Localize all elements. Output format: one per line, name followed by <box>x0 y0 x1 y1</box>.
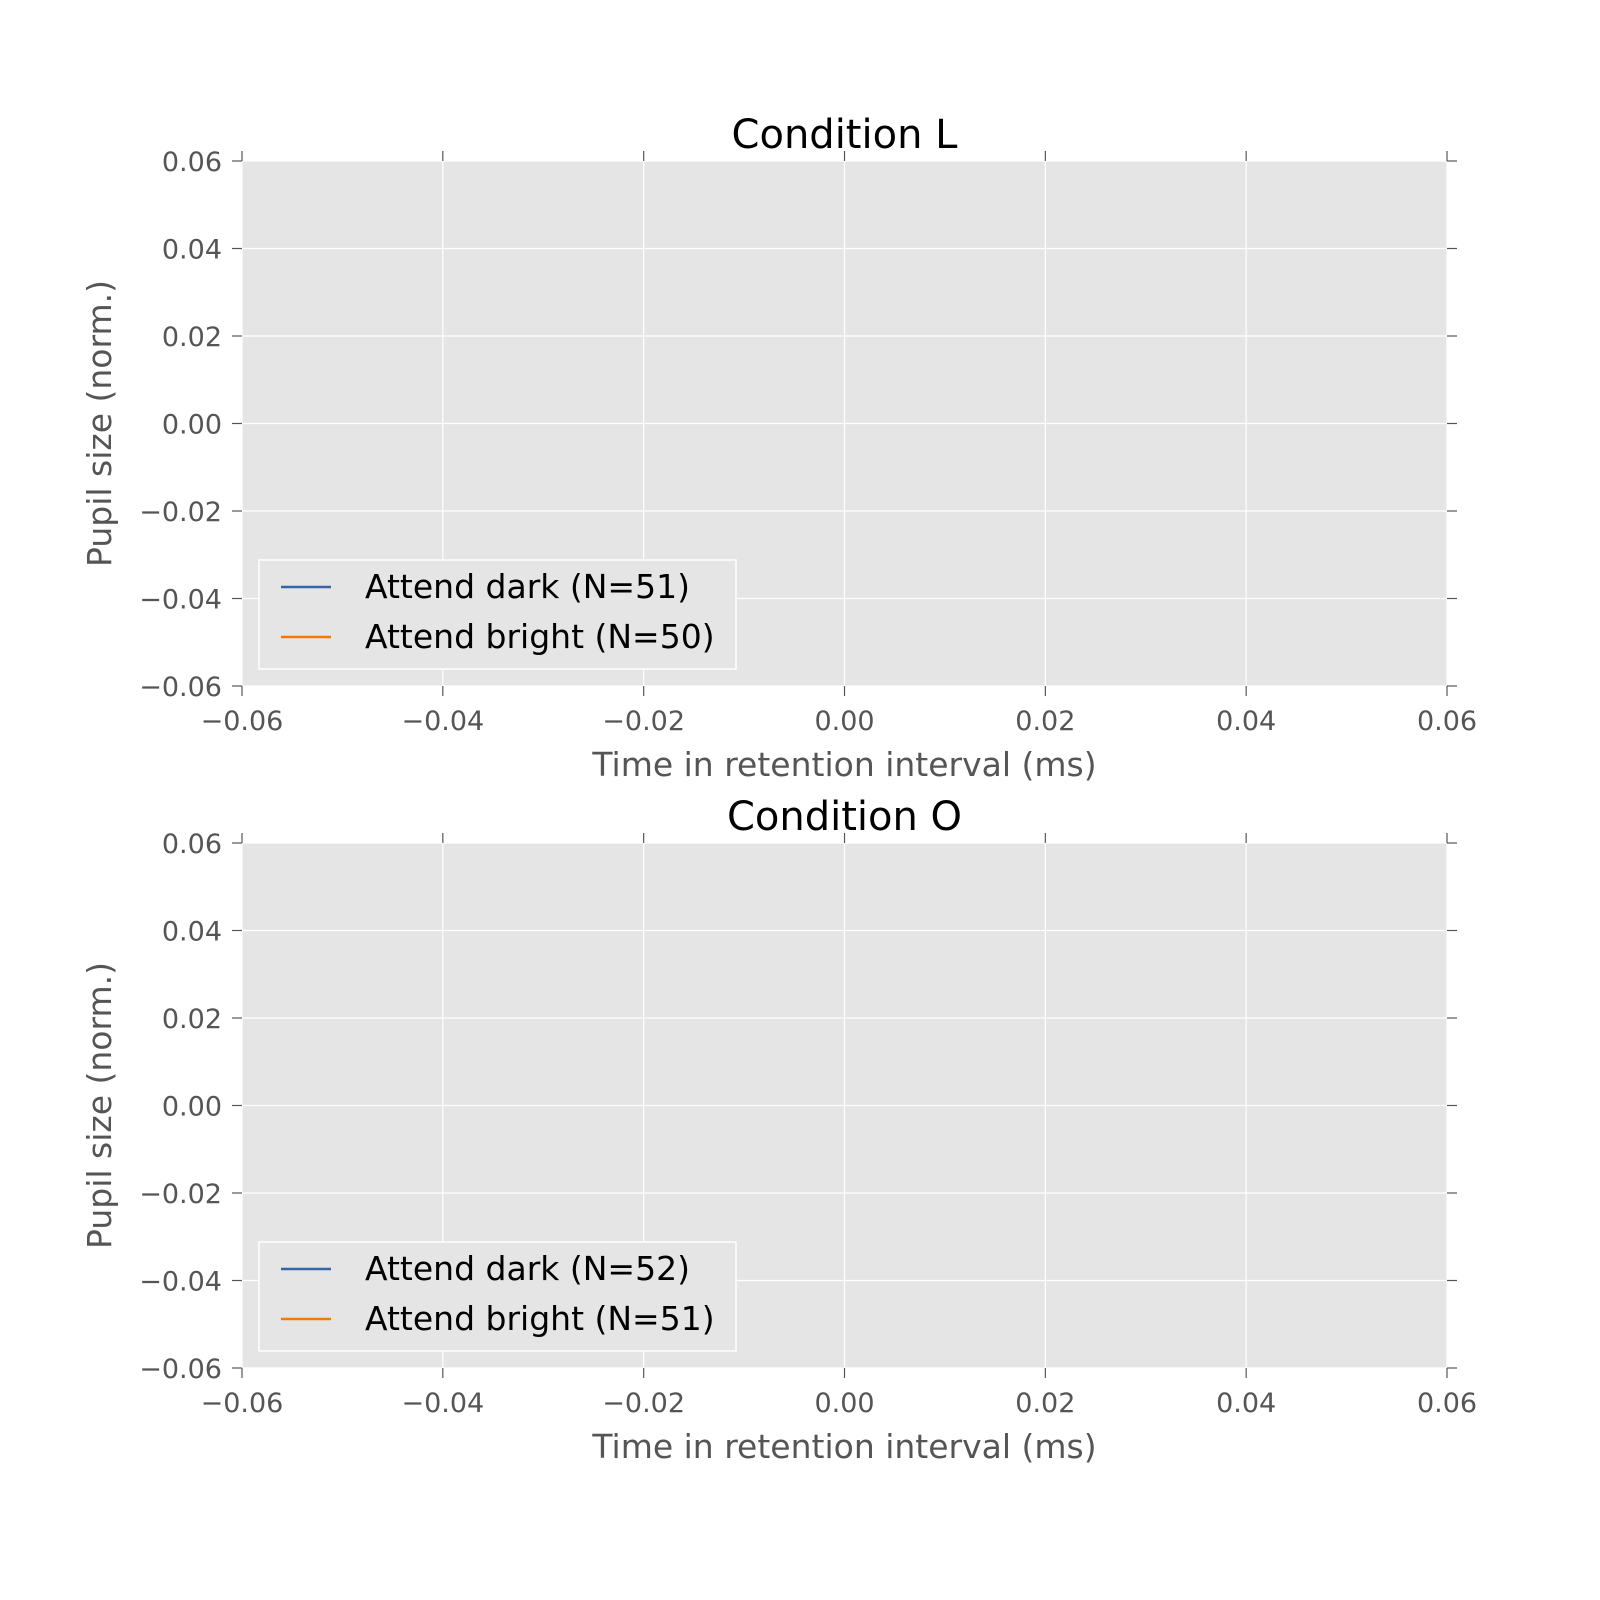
tick-labels: −0.06 −0.04 −0.02 0.00 0.02 0.04 0.06 −0.06 −0.0… <box>139 147 1477 737</box>
x-tick-label: −0.04 <box>401 706 484 737</box>
x-tick-label: 0.04 <box>1216 1388 1276 1419</box>
x-tick-label: 0.02 <box>1015 1388 1075 1419</box>
y-axis-label: Pupil size (norm.) <box>80 280 119 567</box>
legend-label-attend-bright: Attend bright (N=51) <box>365 1299 715 1338</box>
y-tick-label: 0.04 <box>162 917 222 948</box>
y-tick-label: −0.02 <box>139 497 222 528</box>
y-tick-label: −0.04 <box>139 1267 222 1298</box>
panel-condition-l: −0.06 −0.04 −0.02 0.00 0.02 0.04 0.06 −0.06 −0.0… <box>80 112 1477 784</box>
x-axis-label: Time in retention interval (ms) <box>591 745 1096 784</box>
legend-label-attend-bright: Attend bright (N=50) <box>365 617 715 656</box>
chart-title: Condition O <box>727 794 962 840</box>
y-tick-label: −0.06 <box>139 672 222 703</box>
y-tick-label: 0.06 <box>162 829 222 860</box>
y-tick-label: 0.06 <box>162 147 222 178</box>
x-tick-label: 0.06 <box>1417 1388 1477 1419</box>
chart-title: Condition L <box>732 112 959 158</box>
y-tick-label: 0.00 <box>162 410 222 441</box>
legend-label-attend-dark: Attend dark (N=51) <box>365 567 690 606</box>
y-tick-label: 0.02 <box>162 322 222 353</box>
x-tick-label: −0.02 <box>602 1388 685 1419</box>
legend: Attend dark (N=52) Attend bright (N=51) <box>258 1241 737 1352</box>
legend: Attend dark (N=51) Attend bright (N=50) <box>258 559 737 670</box>
x-tick-label: 0.04 <box>1216 706 1276 737</box>
x-axis-label: Time in retention interval (ms) <box>591 1427 1096 1466</box>
y-tick-label: 0.02 <box>162 1004 222 1035</box>
x-tick-label: 0.00 <box>814 706 874 737</box>
y-tick-label: −0.06 <box>139 1354 222 1385</box>
x-tick-label: 0.00 <box>814 1388 874 1419</box>
y-tick-label: 0.00 <box>162 1092 222 1123</box>
legend-box <box>258 559 737 670</box>
y-tick-label: −0.02 <box>139 1179 222 1210</box>
y-axis-label: Pupil size (norm.) <box>80 962 119 1249</box>
tick-labels: −0.06 −0.04 −0.02 0.00 0.02 0.04 0.06 −0.06 −0.0… <box>139 829 1477 1419</box>
y-tick-label: 0.04 <box>162 235 222 266</box>
x-tick-label: −0.06 <box>201 1388 284 1419</box>
x-tick-label: −0.06 <box>201 706 284 737</box>
y-tick-label: −0.04 <box>139 585 222 616</box>
x-tick-label: −0.02 <box>602 706 685 737</box>
legend-label-attend-dark: Attend dark (N=52) <box>365 1249 690 1288</box>
x-tick-label: 0.06 <box>1417 706 1477 737</box>
legend-box <box>258 1241 737 1352</box>
x-tick-label: −0.04 <box>401 1388 484 1419</box>
panel-condition-o: −0.06 −0.04 −0.02 0.00 0.02 0.04 0.06 −0.06 −0.0… <box>80 794 1477 1466</box>
ticks <box>232 833 1457 1378</box>
x-tick-label: 0.02 <box>1015 706 1075 737</box>
ticks <box>232 151 1457 696</box>
